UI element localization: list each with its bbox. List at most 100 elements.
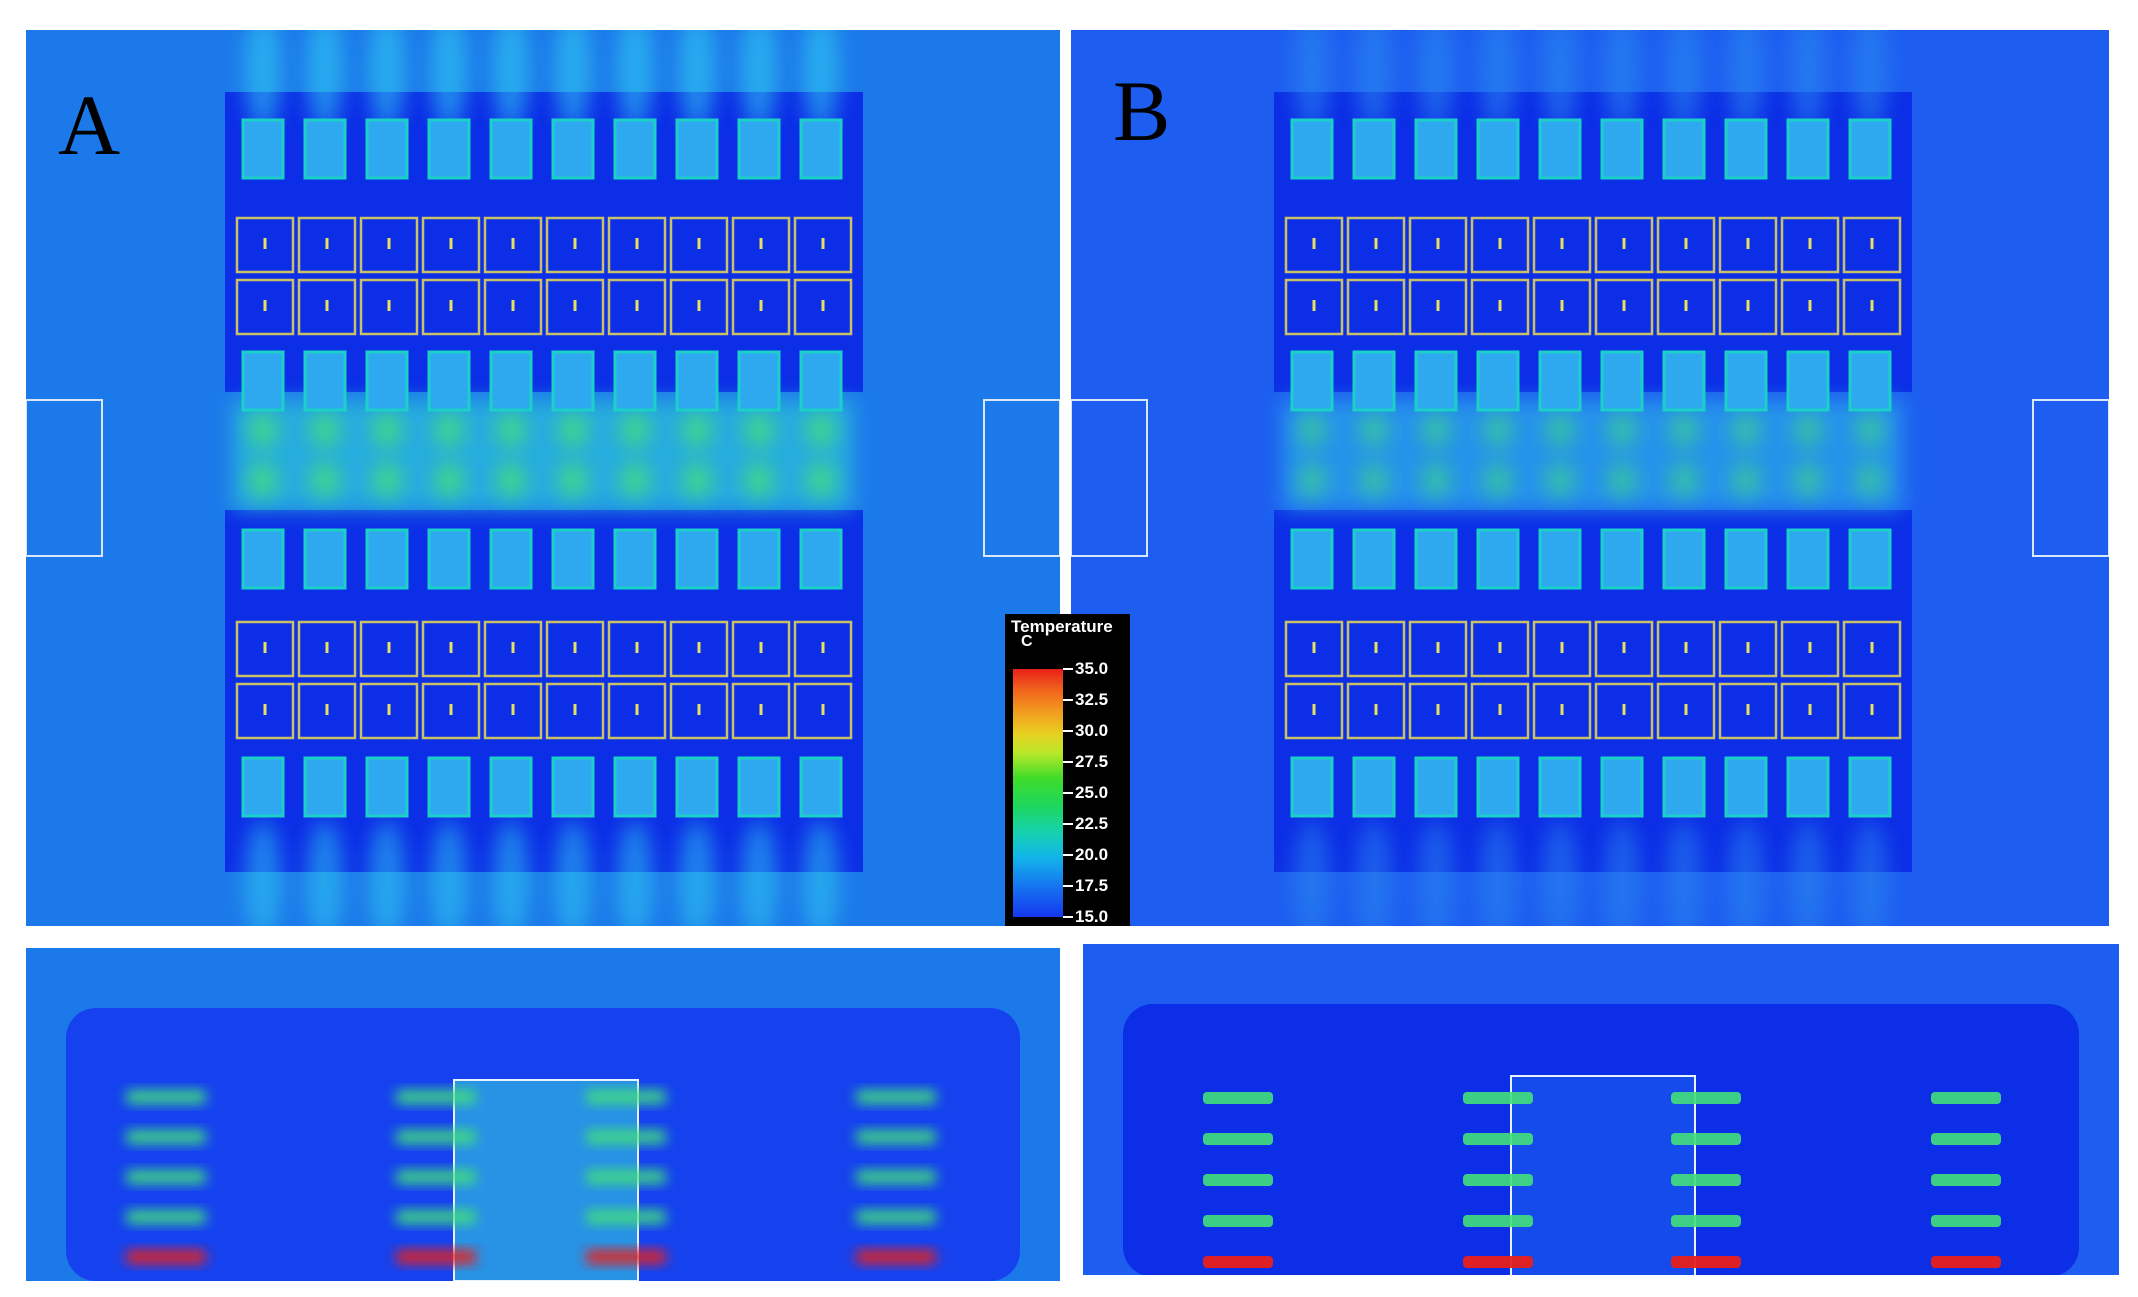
tile-vent (821, 704, 825, 715)
legend-title: Temperature (1011, 617, 1113, 636)
legend-tick-label: 32.5 (1075, 690, 1109, 709)
tile-vent (821, 238, 825, 249)
legend-tick-mark (1063, 730, 1073, 732)
floor-tile (793, 682, 853, 740)
floor-tile (1594, 216, 1654, 274)
floor-tile (359, 682, 419, 740)
warm-air-plume (1480, 30, 1516, 130)
warm-air-plume (307, 820, 343, 926)
hot-spot (1298, 462, 1326, 498)
server-outlet (1463, 1092, 1533, 1104)
hot-spot (1608, 462, 1636, 498)
warm-air-plume (679, 820, 715, 926)
server-outlet (1671, 1174, 1741, 1186)
rack-server (489, 528, 533, 590)
server-outlet (1671, 1092, 1741, 1104)
rack-server (241, 528, 285, 590)
tile-vent (573, 642, 577, 653)
warm-air-plume (245, 30, 281, 130)
floor-tile (1470, 278, 1530, 336)
legend-tick-mark (1063, 885, 1073, 887)
server-outlet (1463, 1256, 1533, 1268)
tile-vent (511, 704, 515, 715)
tile-vent (1436, 238, 1440, 249)
tile-vent (1498, 238, 1502, 249)
rack-server (1600, 118, 1644, 180)
rack-server (613, 528, 657, 590)
legend-tick-label: 15.0 (1075, 907, 1109, 926)
tile-vent (635, 300, 639, 311)
hot-spot (249, 462, 277, 498)
rack-server (1476, 528, 1520, 590)
rack-server (737, 528, 781, 590)
rack-server (1352, 528, 1396, 590)
rack-server (1290, 350, 1334, 412)
floor-tile (545, 216, 605, 274)
server-outlet (1463, 1174, 1533, 1186)
server-outlet (856, 1210, 936, 1224)
tile-vent (1622, 704, 1626, 715)
server-outlet (586, 1170, 666, 1184)
server-outlet (126, 1130, 206, 1144)
rack-server (427, 756, 471, 818)
hot-spot (435, 462, 463, 498)
floor-tile (731, 278, 791, 336)
floor-tile (1284, 682, 1344, 740)
tile-vent (387, 300, 391, 311)
server-outlet (1203, 1174, 1273, 1186)
floor-tile (1842, 682, 1902, 740)
warm-air-plume (493, 30, 529, 130)
rack-server (365, 756, 409, 818)
hot-spot (311, 412, 339, 448)
floor-tile (1346, 278, 1406, 336)
warm-air-plume (679, 30, 715, 130)
hot-spot (1794, 462, 1822, 498)
tile-vent (1808, 704, 1812, 715)
rack-server (1352, 350, 1396, 412)
floor-tile (607, 278, 667, 336)
rack-server (1600, 528, 1644, 590)
hot-spot (1422, 462, 1450, 498)
rack-server (1476, 350, 1520, 412)
rack-server (1662, 756, 1706, 818)
tile-vent (1684, 704, 1688, 715)
tile-vent (1746, 238, 1750, 249)
tile-vent (1870, 642, 1874, 653)
hot-spot (1546, 412, 1574, 448)
hot-spot (683, 412, 711, 448)
warm-air-plume (431, 820, 467, 926)
tile-vent (1436, 642, 1440, 653)
warm-air-plume (1728, 30, 1764, 130)
floor-tile (1284, 620, 1344, 678)
legend-unit: C (1021, 633, 1033, 650)
hot-spot (1670, 462, 1698, 498)
tile-vent (1312, 704, 1316, 715)
floor-tile (1470, 216, 1530, 274)
floor-tile (731, 620, 791, 678)
server-outlet (1671, 1256, 1741, 1268)
floor-tile (1718, 620, 1778, 678)
floor-tile (421, 682, 481, 740)
floor-tile (1346, 682, 1406, 740)
tile-vent (697, 642, 701, 653)
server-outlet (1931, 1092, 2001, 1104)
floor-tile (235, 682, 295, 740)
hot-spot (1298, 412, 1326, 448)
floor-tile (1656, 620, 1716, 678)
floor-tile (1842, 278, 1902, 336)
rack-server (1724, 350, 1768, 412)
tile-vent (511, 642, 515, 653)
rack-server (241, 350, 285, 412)
hot-spot (559, 412, 587, 448)
floor-tile (793, 620, 853, 678)
floor-tile (669, 682, 729, 740)
rack-server (489, 350, 533, 412)
tile-vent (1374, 704, 1378, 715)
tile-vent (387, 704, 391, 715)
rack-server (613, 118, 657, 180)
hot-spot (1360, 412, 1388, 448)
tile-vent (759, 300, 763, 311)
floor-tile (793, 278, 853, 336)
floor-tile (421, 216, 481, 274)
server-outlet (396, 1170, 476, 1184)
